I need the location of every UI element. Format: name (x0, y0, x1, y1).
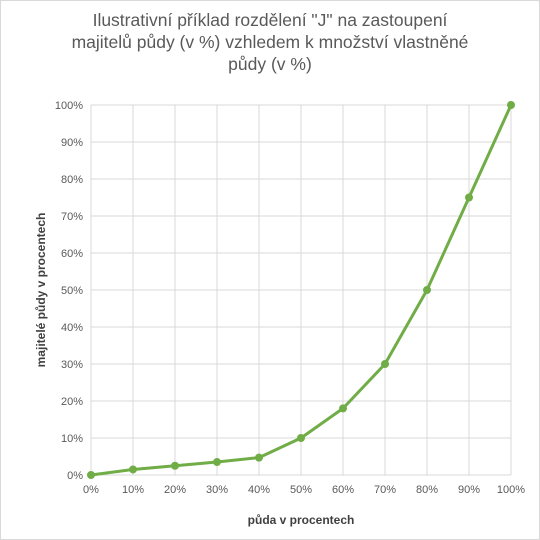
y-tick-label: 30% (61, 359, 83, 371)
data-point (465, 193, 473, 202)
data-point (129, 465, 137, 474)
x-tick-label: 90% (458, 484, 480, 496)
chart-title-line: půdy (v %) (228, 54, 312, 74)
chart-title-line: Ilustrativní příklad rozdělení "J" na za… (92, 10, 448, 30)
data-point (507, 101, 515, 109)
x-tick-label: 0% (83, 484, 99, 496)
x-tick-label: 50% (290, 484, 312, 496)
y-tick-label: 20% (61, 396, 83, 408)
y-tick-label: 40% (61, 322, 83, 334)
x-tick-label: 100% (497, 484, 525, 496)
x-tick-label: 60% (332, 484, 354, 496)
y-tick-label: 100% (55, 100, 83, 112)
data-point (171, 461, 179, 470)
y-tick-label: 80% (61, 174, 83, 186)
x-axis-title: půda v procentech (247, 513, 355, 527)
data-point (339, 404, 347, 413)
x-tick-label: 10% (122, 484, 144, 496)
y-tick-label: 10% (61, 433, 83, 445)
y-axis-label: majitelé půdy v procentech (34, 212, 48, 368)
data-point (213, 458, 221, 467)
x-tick-label: 30% (206, 484, 228, 496)
data-point (381, 360, 389, 368)
y-tick-label: 90% (61, 137, 83, 149)
chart-title-line: majitelů půdy (v %) vzhledem k množství … (71, 32, 469, 52)
x-tick-label: 80% (416, 484, 438, 496)
y-tick-label: 60% (61, 248, 83, 260)
y-tick-label: 0% (67, 470, 83, 482)
y-tick-label: 50% (61, 285, 83, 297)
data-point (423, 286, 431, 294)
data-point (297, 434, 305, 442)
x-tick-label: 20% (164, 484, 186, 496)
x-tick-label: 70% (374, 484, 396, 496)
x-tick-label: 40% (248, 484, 270, 496)
y-tick-label: 70% (61, 211, 83, 223)
chart-title: Ilustrativní příklad rozdělení "J" na za… (41, 9, 499, 75)
data-point (87, 471, 95, 479)
data-point (255, 453, 263, 462)
